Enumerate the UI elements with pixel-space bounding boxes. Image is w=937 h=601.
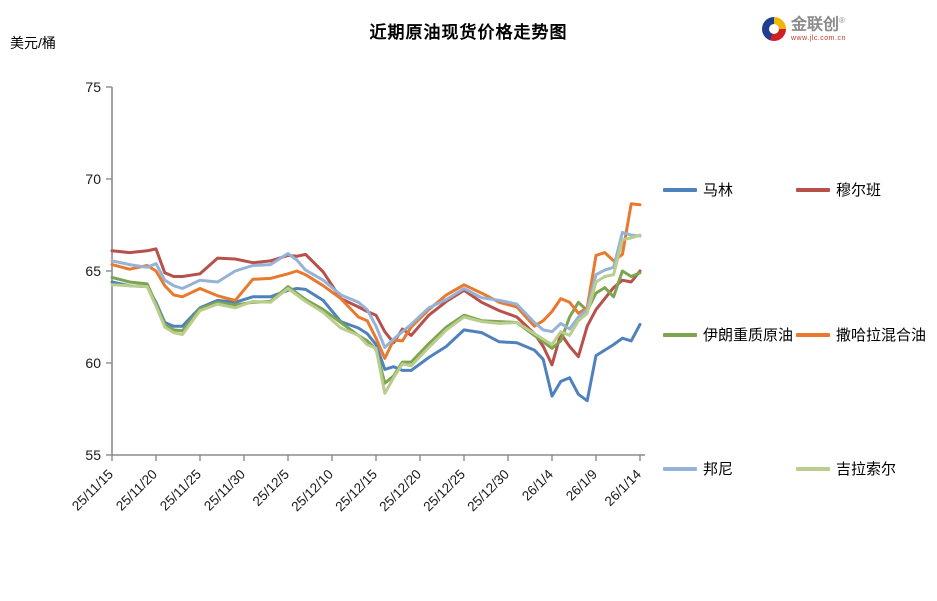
jlc-logo: 金联创® www.jlc.com.cn [762, 17, 846, 42]
x-tick-label: 25/12/15 [332, 467, 380, 515]
x-tick-label: 25/11/25 [157, 467, 204, 514]
jlc-logo-icon [762, 17, 786, 41]
jlc-logo-url: www.jlc.com.cn [791, 35, 846, 43]
y-tick-label: 65 [85, 263, 101, 279]
x-tick-label: 25/11/30 [201, 467, 248, 514]
x-tick-label: 25/12/30 [464, 467, 512, 515]
y-tick-label: 60 [85, 355, 101, 371]
series-line-吉拉索尔 [110, 233, 642, 395]
x-tick-label: 25/11/15 [69, 467, 116, 514]
page-title: 近期原油现货价格走势图 [369, 23, 568, 42]
x-tick-label: 25/12/25 [420, 467, 468, 515]
jlc-logo-text: 金联创 [791, 16, 840, 34]
series-line-邦尼 [110, 230, 642, 349]
x-tick-label: 25/11/20 [113, 467, 160, 514]
x-tick-label: 25/12/20 [376, 467, 424, 515]
y-tick-label: 55 [85, 447, 101, 463]
registered-mark: ® [839, 16, 845, 25]
y-tick-label: 70 [85, 171, 101, 187]
x-tick-label: 26/1/14 [602, 466, 645, 509]
x-tick-label: 25/12/5 [250, 467, 292, 509]
x-tick-label: 26/1/9 [563, 467, 600, 504]
y-axis-unit-label: 美元/桶 [10, 35, 56, 51]
y-tick-label: 75 [85, 79, 101, 95]
x-tick-label: 26/1/4 [519, 466, 556, 503]
x-tick-label: 25/12/10 [288, 467, 336, 515]
